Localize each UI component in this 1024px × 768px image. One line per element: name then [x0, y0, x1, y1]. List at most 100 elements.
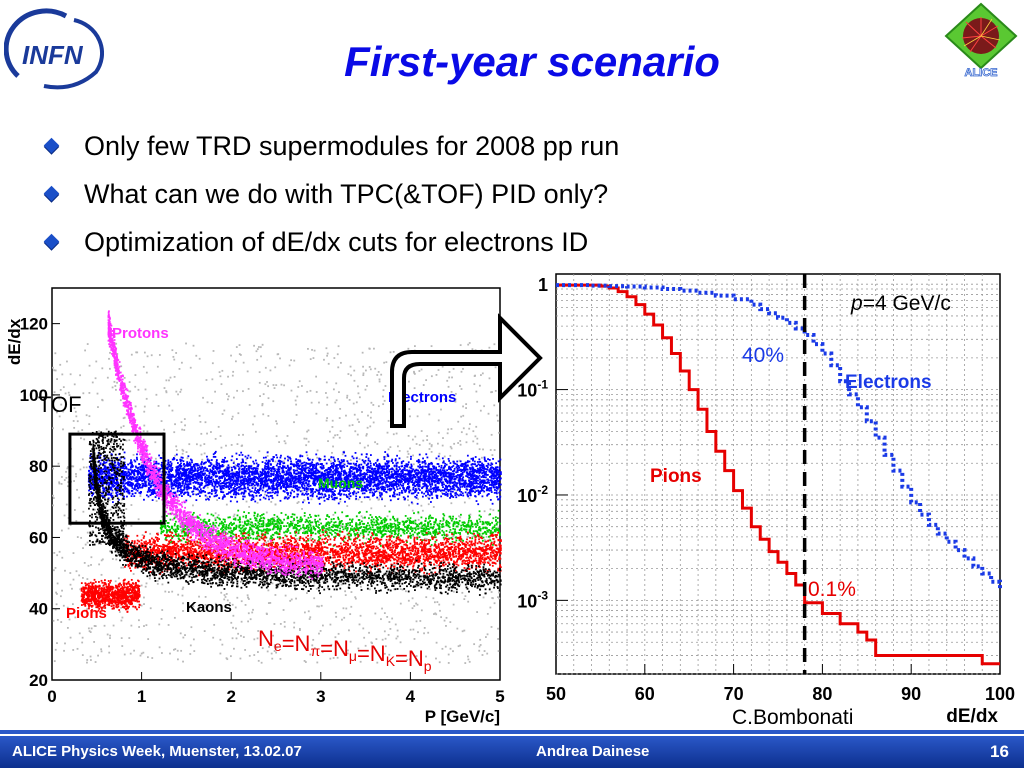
- electron-point: [333, 498, 336, 501]
- electron-point: [427, 493, 430, 496]
- background-point: [217, 514, 220, 516]
- electron-point: [315, 478, 318, 481]
- electron-point: [437, 455, 440, 458]
- electron-point: [239, 485, 242, 488]
- electron-point: [192, 481, 195, 484]
- electron-point: [150, 493, 153, 495]
- electron-point: [359, 479, 362, 482]
- background-point: [145, 582, 148, 585]
- electron-point: [242, 469, 244, 471]
- electron-point: [329, 468, 331, 471]
- electron-point: [175, 453, 178, 456]
- electron-point: [363, 492, 366, 495]
- electron-point: [383, 490, 386, 492]
- background-point: [296, 538, 298, 540]
- background-point: [435, 373, 438, 376]
- background-point: [498, 597, 501, 600]
- electron-point: [376, 485, 378, 488]
- background-point: [380, 618, 382, 621]
- electron-point: [448, 460, 451, 462]
- electron-point: [431, 497, 434, 499]
- electron-point: [336, 484, 339, 487]
- electron-point: [412, 468, 415, 471]
- electron-point: [432, 490, 435, 493]
- electron-point: [332, 456, 335, 459]
- electron-point: [225, 479, 227, 482]
- electron-point: [497, 482, 500, 485]
- background-point: [214, 517, 217, 520]
- background-point: [84, 349, 86, 352]
- background-point: [235, 360, 237, 363]
- electron-point: [499, 477, 502, 480]
- electron-point: [242, 459, 244, 462]
- electron-point: [484, 476, 487, 479]
- background-point: [414, 400, 416, 403]
- electron-point: [224, 468, 227, 471]
- electron-point: [443, 483, 445, 486]
- electron-point: [134, 460, 137, 463]
- background-point: [90, 564, 92, 566]
- electron-point: [392, 486, 395, 489]
- electron-point: [415, 473, 418, 476]
- background-point: [277, 487, 280, 490]
- background-point: [86, 578, 89, 580]
- electron-point: [99, 462, 102, 465]
- electron-point: [216, 482, 219, 485]
- background-point: [147, 656, 149, 659]
- background-point: [204, 421, 207, 424]
- background-point: [359, 614, 362, 617]
- electron-point: [167, 479, 170, 482]
- background-point: [327, 362, 330, 365]
- background-point: [332, 513, 335, 516]
- background-point: [276, 422, 278, 425]
- background-point: [432, 597, 435, 600]
- background-point: [476, 442, 479, 445]
- electron-point: [90, 491, 93, 493]
- background-point: [351, 424, 354, 426]
- electron-point: [146, 459, 149, 462]
- electron-point: [352, 486, 355, 489]
- electron-point: [180, 472, 183, 475]
- electron-point: [219, 485, 222, 488]
- background-point: [140, 604, 143, 607]
- background-point: [133, 649, 135, 652]
- electron-point: [488, 481, 491, 484]
- background-point: [212, 636, 215, 639]
- electron-point: [371, 491, 374, 494]
- electron-point: [446, 486, 449, 489]
- background-point: [433, 601, 436, 604]
- electron-point: [339, 484, 342, 486]
- background-point: [233, 647, 235, 650]
- electron-point: [108, 472, 111, 475]
- electron-point: [355, 457, 358, 460]
- electron-point: [343, 481, 346, 484]
- background-point: [235, 637, 238, 640]
- electron-point: [360, 469, 363, 472]
- electron-point: [289, 457, 292, 460]
- background-point: [307, 429, 310, 432]
- electron-point: [270, 478, 273, 481]
- electron-point: [283, 482, 285, 485]
- electron-point: [102, 489, 105, 492]
- background-point: [232, 370, 235, 373]
- electron-point: [461, 485, 464, 488]
- electron-point: [421, 467, 424, 470]
- electron-point: [244, 471, 247, 474]
- background-point: [211, 362, 214, 365]
- electron-point: [339, 481, 341, 484]
- electron-point: [204, 467, 207, 469]
- electron-point: [90, 485, 93, 488]
- background-point: [176, 500, 179, 503]
- background-point: [261, 402, 264, 405]
- electron-point: [283, 471, 285, 473]
- electron-point: [329, 490, 332, 493]
- background-point: [283, 621, 286, 623]
- background-point: [267, 397, 270, 400]
- electron-point: [116, 494, 119, 497]
- background-point: [404, 549, 407, 552]
- background-point: [428, 588, 431, 591]
- background-point: [462, 414, 465, 417]
- electron-point: [194, 474, 197, 476]
- background-point: [192, 344, 195, 347]
- electron-point: [435, 473, 438, 475]
